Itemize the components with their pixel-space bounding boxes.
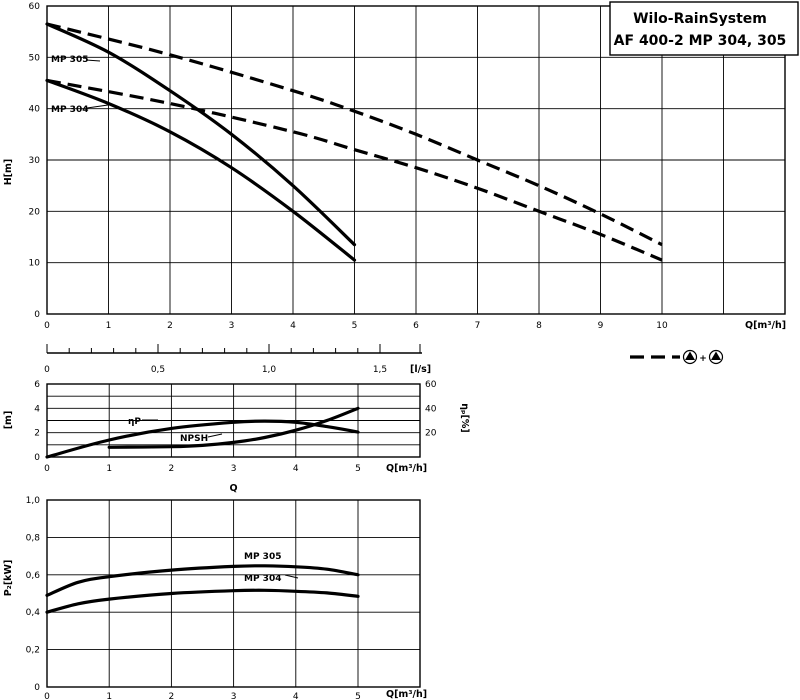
label-leader (85, 59, 101, 62)
y-right-axis-label: ηₚ[%] (459, 403, 470, 433)
pump-symbol-icon (711, 351, 721, 360)
x-tick-label: 2 (167, 321, 173, 331)
x-tick-label: 8 (536, 321, 542, 331)
x-tick-label: 9 (598, 321, 604, 331)
y-tick-label: 0 (34, 453, 40, 463)
x-tick-label: 1 (106, 464, 112, 474)
y-tick-label: 50 (29, 53, 41, 63)
y-tick-label: 10 (29, 259, 41, 269)
x-tick-label: 3 (231, 692, 237, 700)
label-leader (207, 433, 223, 438)
x-tick-label: 0 (44, 464, 50, 474)
x-tick-label: 3 (231, 464, 237, 474)
head-curve (46, 78, 663, 262)
y-axis-label: P₂[kW] (3, 560, 14, 597)
lps-tick-label: 1,5 (373, 365, 387, 375)
flow-lps-axis: 0 0,5 1,0 1,5 [l/s] (44, 344, 431, 375)
label-leader (86, 104, 109, 109)
series-label-mp304: MP 304 (244, 574, 281, 584)
plot-frame (46, 5, 786, 315)
plot-frame (46, 383, 421, 458)
x-tick-label: 10 (656, 321, 668, 331)
legend-plus: + (699, 354, 707, 364)
x-tick-label: 3 (229, 321, 235, 331)
y-right-tick-label: 40 (425, 404, 437, 414)
chart-title-line1: Wilo-RainSystem (633, 11, 767, 27)
q-label: Q (230, 483, 238, 494)
lps-axis-label: [l/s] (410, 364, 431, 375)
head-curve (45, 78, 357, 262)
x-tick-label: 5 (355, 464, 361, 474)
x-tick-label: 2 (169, 692, 175, 700)
y-tick-label: 0,4 (26, 608, 41, 618)
legend: + (630, 349, 724, 365)
series-label-mp305: MP 305 (51, 55, 88, 65)
y-tick-label: 20 (29, 207, 41, 217)
y-right-tick-label: 20 (425, 429, 437, 439)
y-tick-label: 2 (34, 429, 40, 439)
x-tick-label: 5 (355, 692, 361, 700)
power-curve (45, 588, 360, 614)
chart-title-line2: AF 400-2 MP 304, 305 (614, 33, 787, 49)
pump-symbol-icon (685, 351, 695, 360)
title-box (609, 1, 799, 56)
y-tick-label: 30 (29, 156, 41, 166)
lps-tick-label: 0 (44, 365, 50, 375)
y-axis-label: H[m] (3, 159, 14, 186)
x-axis-label: Q[m³/h] (745, 320, 786, 331)
series-label-mp304: MP 304 (51, 105, 88, 115)
y-tick-label: 0 (34, 310, 40, 320)
y-tick-label: 0,2 (26, 646, 40, 656)
x-tick-label: 6 (413, 321, 419, 331)
x-tick-label: 4 (293, 692, 299, 700)
efficiency-curve (45, 419, 360, 459)
y-tick-label: 6 (34, 380, 40, 390)
power-curve (45, 564, 360, 597)
npsh-curve (107, 406, 360, 449)
x-tick-label: 4 (293, 464, 299, 474)
y-axis-label: [m] (3, 411, 14, 430)
y-tick-label: 0,6 (26, 571, 41, 581)
plot-frame (46, 499, 421, 688)
x-axis-label: Q[m³/h] (386, 463, 427, 474)
x-tick-label: 2 (169, 464, 175, 474)
series-label-eta: ηP (128, 417, 141, 427)
series-label-mp305: MP 305 (244, 552, 281, 562)
head-curve (45, 22, 357, 247)
y-tick-label: 1,0 (26, 496, 41, 506)
y-tick-label: 60 (29, 2, 41, 12)
x-tick-label: 0 (44, 692, 50, 700)
x-tick-label: 1 (106, 321, 112, 331)
lps-tick-label: 0,5 (151, 365, 165, 375)
y-tick-label: 40 (29, 105, 41, 115)
series-label-npsh: NPSH (180, 434, 208, 444)
head-chart: 0 1 2 3 4 5 6 7 8 9 10 0 10 20 30 40 50 60 Q[m³/h] H[m] MP 3… (3, 2, 786, 331)
x-tick-label: 4 (290, 321, 296, 331)
npsh-efficiency-chart: 0 1 2 3 4 5 0 2 4 6 20 40 60 Q[m³/h] Q [m] ηₚ[%] ηP NPSH (3, 380, 470, 494)
y-tick-label: 0,8 (26, 533, 41, 543)
x-axis-label: Q[m³/h] (386, 689, 427, 700)
lps-tick-label: 1,0 (262, 365, 277, 375)
y-right-tick-label: 60 (425, 380, 437, 390)
y-tick-label: 0 (34, 683, 40, 693)
head-curve (46, 22, 663, 247)
x-tick-label: 7 (475, 321, 481, 331)
power-chart: 0 1 2 3 4 5 0 0,2 0,4 0,6 0,8 1,0 Q[m³/h] P₂[kW] MP 30… (3, 496, 427, 700)
y-tick-label: 4 (34, 404, 40, 414)
x-tick-label: 1 (106, 692, 112, 700)
x-tick-label: 0 (44, 321, 50, 331)
label-leader (284, 574, 299, 579)
x-tick-label: 5 (352, 321, 358, 331)
